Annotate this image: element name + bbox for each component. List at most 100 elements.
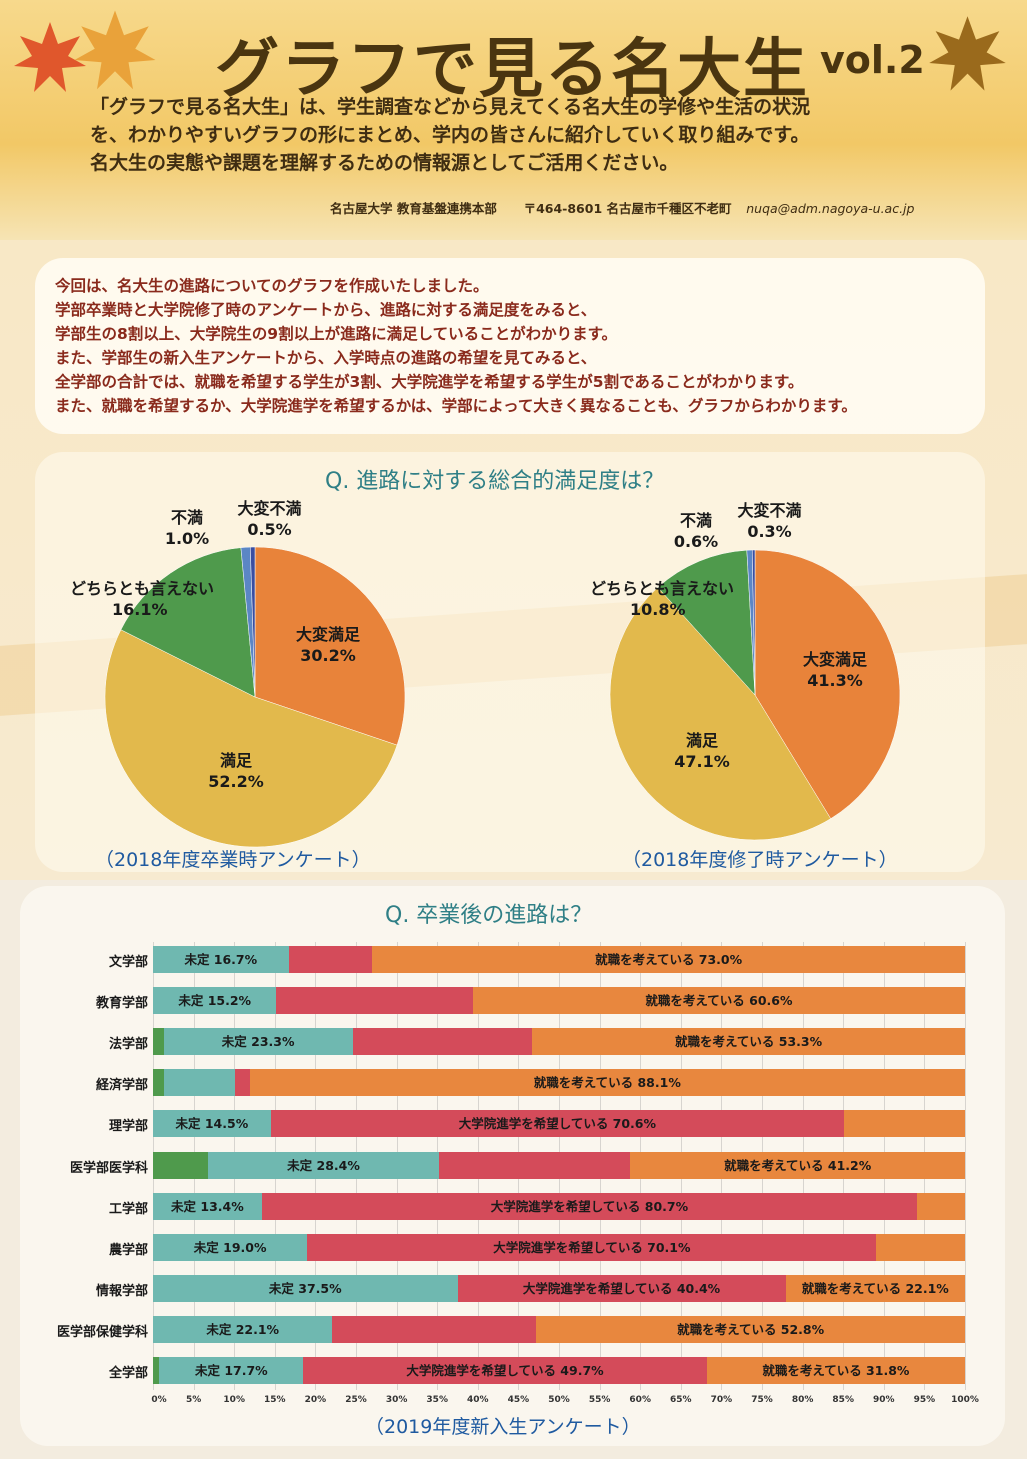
bar-segment-grad-school [276, 987, 473, 1015]
maple-leaf-icon [929, 16, 1006, 91]
pie-slice-satisfied [104, 629, 398, 848]
bar-segment-label: 就職を考えている 73.0% [595, 952, 743, 967]
volume-label: vol.2 [820, 38, 925, 82]
poster-title: グラフで見る名大生 [215, 33, 809, 107]
contact-email[interactable]: nuqa@adm.nagoya-u.ac.jp [746, 201, 915, 216]
bar-segment-grad-school [235, 1069, 250, 1097]
bar-segment-employment [249, 1069, 965, 1097]
pie2-label-satisfied: 満足 47.1% [662, 730, 742, 772]
slice-name: 大変不満 [737, 501, 802, 520]
pie-slice-neutral [657, 549, 756, 696]
bar-segment-label: 未定 37.5% [268, 1280, 342, 1296]
satisfaction-pie-chart-graduate [609, 549, 901, 841]
career-caption: （2019年度新入生アンケート） [365, 1416, 641, 1438]
slice-name: 大変満足 [802, 650, 867, 669]
slice-value: 30.2% [300, 646, 356, 665]
pie1-label-neutral: どちらとも言えない 16.1% [62, 578, 222, 620]
bar-segment-label: 未定 14.5% [175, 1116, 249, 1132]
bar-segment-undecided [159, 1357, 304, 1384]
bar-segment-label: 大学院進学を希望している 70.6% [458, 1116, 657, 1132]
bar-category-label: 文学部 [108, 955, 148, 970]
bar-category-label: 経済学部 [95, 1078, 148, 1094]
bar-segment-label: 大学院進学を希望している 40.4% [522, 1280, 721, 1296]
bar-category-label: 全学部 [108, 1366, 148, 1381]
bar-segment-other [153, 1151, 209, 1179]
bar-segment-label: 未定 13.4% [171, 1198, 244, 1214]
x-tick-label: 15% [264, 1395, 286, 1405]
slice-value: 16.1% [112, 600, 168, 619]
x-tick-label: 40% [467, 1395, 489, 1405]
bar-segment-employment [372, 946, 965, 973]
bar-segment-employment [844, 1110, 965, 1138]
slice-name: 不満 [170, 508, 203, 527]
bar-segment-label: 未定 23.3% [221, 1034, 295, 1050]
bar-segment-label: 就職を考えている 60.6% [645, 993, 793, 1009]
pie1-label-satisfied: 満足 52.2% [196, 750, 276, 792]
bar-segment-undecided [153, 946, 289, 973]
pie2-label-very-dissatisfied: 大変不満 0.3% [722, 500, 817, 542]
bar-segment-grad-school [438, 1151, 631, 1179]
pie1-label-dissatisfied: 不満 1.0% [157, 507, 217, 549]
x-tick-label: 0% [151, 1395, 167, 1405]
bar-segment-undecided [153, 1233, 308, 1261]
x-tick-label: 70% [710, 1395, 733, 1405]
intro-text-line: 「グラフで見る名大生」は、学生調査などから見えてくる名大生の学修や生活の状況 [90, 96, 811, 118]
bar-segment-grad-school [332, 1315, 537, 1343]
pie-slice-satisfied [609, 587, 832, 841]
x-tick-label: 80% [791, 1395, 814, 1405]
x-tick-label: 75% [751, 1395, 773, 1405]
slice-name: 大変不満 [237, 499, 302, 518]
pie-slice-very-dissatisfied [752, 549, 756, 696]
bar-segment-undecided [163, 1069, 235, 1097]
bar-segment-undecided [208, 1151, 439, 1179]
pie-slice-very-dissatisfied [250, 546, 256, 698]
bar-segment-employment [917, 1192, 965, 1220]
bar-segment-other [153, 1028, 164, 1056]
slice-value: 10.8% [630, 600, 686, 619]
bar-segment-undecided [153, 1110, 271, 1138]
intro-text-line: を、わかりやすいグラフの形にまとめ、学内の皆さんに紹介していく取り組みです。 [90, 124, 810, 146]
pie2-label-neutral: どちらとも言えない 10.8% [582, 578, 742, 620]
summary-text-line: 今回は、名大生の進路についてのグラフを作成いたしました。 [55, 277, 489, 295]
maple-leaf-icon [74, 10, 156, 90]
x-tick-label: 45% [507, 1395, 530, 1405]
bar-category-label: 農学部 [108, 1242, 148, 1258]
bar-segment-undecided [153, 1315, 333, 1343]
pie2-label-very-satisfied: 大変満足 41.3% [790, 649, 880, 691]
satisfaction-pie-chart-undergrad [104, 546, 406, 848]
bar-category-label: 教育学部 [95, 996, 148, 1012]
pie2-caption: （2018年度修了時アンケート） [622, 849, 898, 871]
summary-text-line: 学部卒業時と大学院修了時のアンケートから、進路に対する満足度をみると、 [55, 301, 597, 319]
bar-segment-label: 未定 22.1% [206, 1321, 280, 1337]
bar-category-label: 医学部医学科 [69, 1160, 148, 1176]
slice-value: 0.3% [747, 522, 792, 541]
bar-segment-employment [630, 1151, 965, 1179]
bar-segment-other [153, 1357, 160, 1384]
bar-segment-label: 就職を考えている 41.2% [724, 1157, 872, 1173]
bar-category-label: 法学部 [108, 1037, 148, 1053]
pie-slice-neutral [120, 547, 256, 698]
bar-segment-grad-school [307, 1233, 877, 1261]
bar-segment-label: 未定 19.0% [193, 1239, 267, 1255]
x-tick-label: 20% [304, 1395, 327, 1405]
x-tick-label: 85% [832, 1395, 854, 1405]
slice-value: 0.5% [247, 520, 292, 539]
pie1-caption: （2018年度卒業時アンケート） [95, 849, 371, 871]
slice-name: 不満 [679, 511, 712, 530]
x-gridline [965, 942, 966, 1390]
x-tick-label: 25% [345, 1395, 367, 1405]
x-tick-label: 10% [223, 1395, 245, 1405]
maple-leaf-icon [14, 22, 86, 92]
summary-panel [35, 258, 985, 434]
bar-segment-label: 大学院進学を希望している 70.1% [493, 1239, 691, 1255]
pie-slice-very-satisfied [254, 546, 406, 746]
pie1-label-very-satisfied: 大変満足 30.2% [283, 624, 373, 666]
x-tick-label: 95% [913, 1395, 936, 1405]
bar-segment-label: 大学院進学を希望している 49.7% [406, 1363, 604, 1378]
slice-value: 1.0% [164, 529, 210, 548]
bar-segment-employment [536, 1315, 965, 1343]
satisfaction-question-title: Q. 進路に対する総合的満足度は？ [325, 469, 665, 494]
bar-category-label: 工学部 [108, 1201, 148, 1217]
x-tick-label: 30% [385, 1395, 408, 1405]
